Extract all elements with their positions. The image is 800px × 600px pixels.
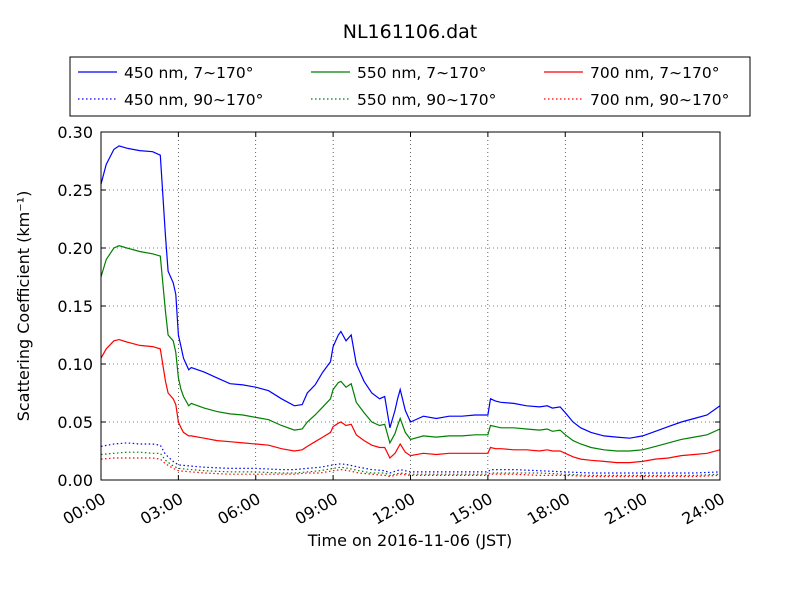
series-line-3 bbox=[100, 442, 721, 474]
legend-label: 550 nm, 7∼170° bbox=[357, 64, 486, 82]
y-tick-label: 0.20 bbox=[57, 239, 93, 258]
series-line-4 bbox=[100, 451, 721, 477]
x-axis-label: Time on 2016-11-06 (JST) bbox=[307, 531, 512, 550]
chart-title: NL161106.dat bbox=[343, 21, 478, 43]
legend-label: 700 nm, 7∼170° bbox=[590, 64, 719, 82]
series-line-5 bbox=[100, 457, 721, 478]
x-tick-label: 18:00 bbox=[524, 489, 573, 529]
x-tick-label: 09:00 bbox=[292, 489, 341, 529]
y-tick-label: 0.00 bbox=[57, 471, 93, 490]
y-tick-label: 0.30 bbox=[57, 123, 93, 142]
y-tick-label: 0.25 bbox=[57, 181, 93, 200]
series-line-0 bbox=[100, 145, 721, 439]
y-axis-label: Scattering Coefficient (km⁻¹) bbox=[14, 191, 33, 422]
series-layer bbox=[100, 145, 721, 478]
legend-label: 550 nm, 90∼170° bbox=[357, 91, 496, 109]
x-tick-label: 15:00 bbox=[446, 489, 495, 529]
y-tick-label: 0.05 bbox=[57, 413, 93, 432]
series-line-2 bbox=[100, 338, 721, 464]
legend-label: 700 nm, 90∼170° bbox=[590, 91, 729, 109]
grid bbox=[101, 132, 720, 480]
x-tick-label: 24:00 bbox=[679, 489, 728, 529]
x-tick-label: 12:00 bbox=[369, 489, 418, 529]
y-tick-label: 0.15 bbox=[57, 297, 93, 316]
x-axis: 00:00 03:00 06:00 09:00 12:00 15:00 18:00 21:00… bbox=[60, 132, 728, 529]
x-tick-label: 06:00 bbox=[214, 489, 263, 529]
legend-label: 450 nm, 7∼170° bbox=[124, 64, 253, 82]
legend-label: 450 nm, 90∼170° bbox=[124, 91, 263, 109]
x-tick-label: 03:00 bbox=[137, 489, 186, 529]
x-tick-label: 21:00 bbox=[601, 489, 650, 529]
series-line-1 bbox=[100, 245, 721, 452]
legend-box bbox=[69, 56, 751, 117]
y-axis: 0.00 0.05 0.10 0.15 0.20 0.25 0.30 bbox=[57, 123, 720, 490]
x-tick-label: 00:00 bbox=[60, 489, 109, 529]
legend: 450 nm, 7∼170° 550 nm, 7∼170° 700 nm, 7∼17… bbox=[69, 56, 751, 117]
y-tick-label: 0.10 bbox=[57, 355, 93, 374]
